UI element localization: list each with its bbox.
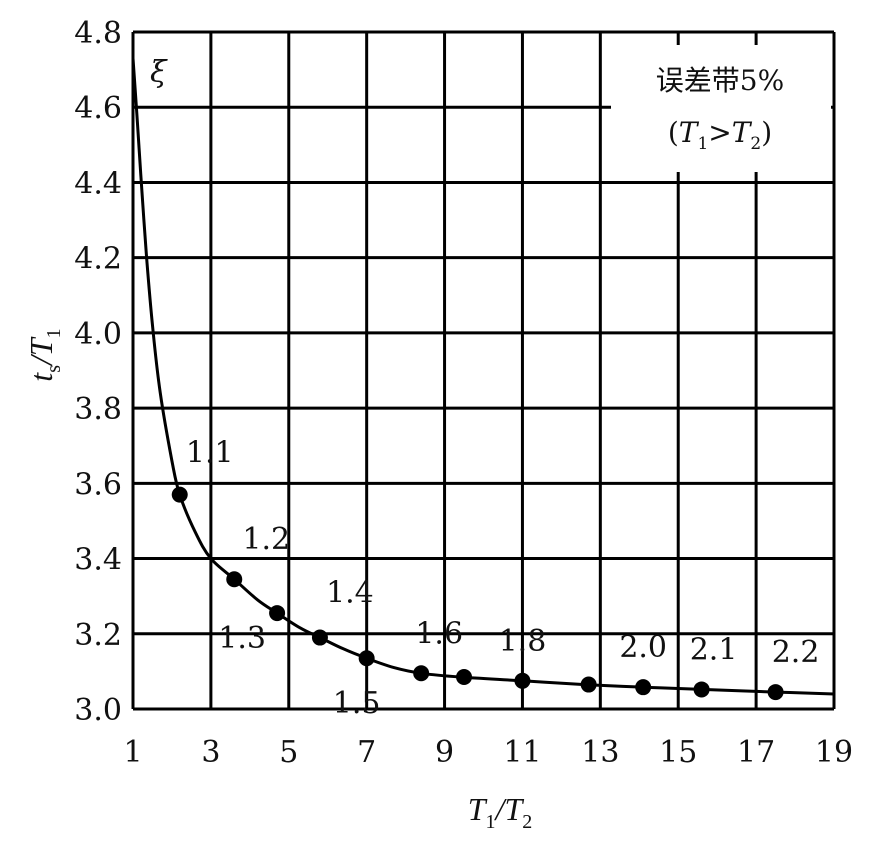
x-tick-label: 5 [279,735,298,770]
annotation-line1: 误差带5% [656,64,784,97]
data-point-label: 1.2 [242,522,290,557]
x-tick-label: 3 [201,735,220,770]
x-tick-label: 7 [357,735,376,770]
x-tick-label: 19 [815,735,853,770]
data-point [456,669,473,686]
data-point [580,676,597,693]
series-name-label: ξ [150,55,168,90]
data-point-label: 1.8 [499,624,547,659]
data-point-label: 1.1 [186,436,234,471]
data-point-label: 2.0 [619,630,667,665]
data-point-label: 2.2 [772,635,820,670]
x-tick-label: 17 [737,735,775,770]
y-tick-label: 4.4 [74,166,122,201]
point-labels: 1.1 1.2 1.3 1.4 1.5 1.6 1.8 2.0 2.1 2.2 [186,436,820,722]
x-tick-label: 1 [123,735,142,770]
y-tick-label: 4.0 [74,317,122,352]
data-point [693,681,710,698]
grid [131,30,836,711]
annotation-line2: (T1>T2) [668,116,772,154]
data-point [767,684,784,701]
data-point [171,486,188,503]
annotation-box [611,45,831,172]
data-point [635,679,652,696]
y-tick-label: 4.6 [74,91,122,126]
data-point [311,629,328,646]
data-points [171,486,784,701]
y-tick-label: 4.8 [74,16,122,51]
data-point [413,665,430,682]
data-point [358,650,375,667]
data-point-label: 1.6 [415,616,463,651]
data-point [514,672,531,689]
data-point-label: 1.5 [333,686,381,721]
y-tick-label: 3.8 [74,392,122,427]
x-tick-label: 13 [581,735,619,770]
x-tick-label: 15 [659,735,697,770]
x-tick-label: 11 [503,735,541,770]
y-tick-label: 3.6 [74,467,122,502]
x-tick-label: 9 [435,735,454,770]
data-point-label: 2.1 [690,632,738,667]
x-tick-labels: 1 3 5 7 9 11 13 15 17 19 [123,735,853,770]
data-point-label: 1.3 [218,621,266,656]
y-axis-title: ts/T1 [23,328,65,381]
x-axis-title: T1/T2 [468,791,532,833]
y-tick-label: 3.4 [74,543,122,578]
data-point [226,571,243,588]
y-tick-label: 4.2 [74,242,122,277]
y-tick-label: 3.2 [74,618,122,653]
data-point-label: 1.4 [326,576,374,611]
y-tick-labels: 3.0 3.2 3.4 3.6 3.8 4.0 4.2 4.4 4.6 4.8 [74,16,122,728]
data-point [269,605,286,622]
y-tick-label: 3.0 [74,693,122,728]
